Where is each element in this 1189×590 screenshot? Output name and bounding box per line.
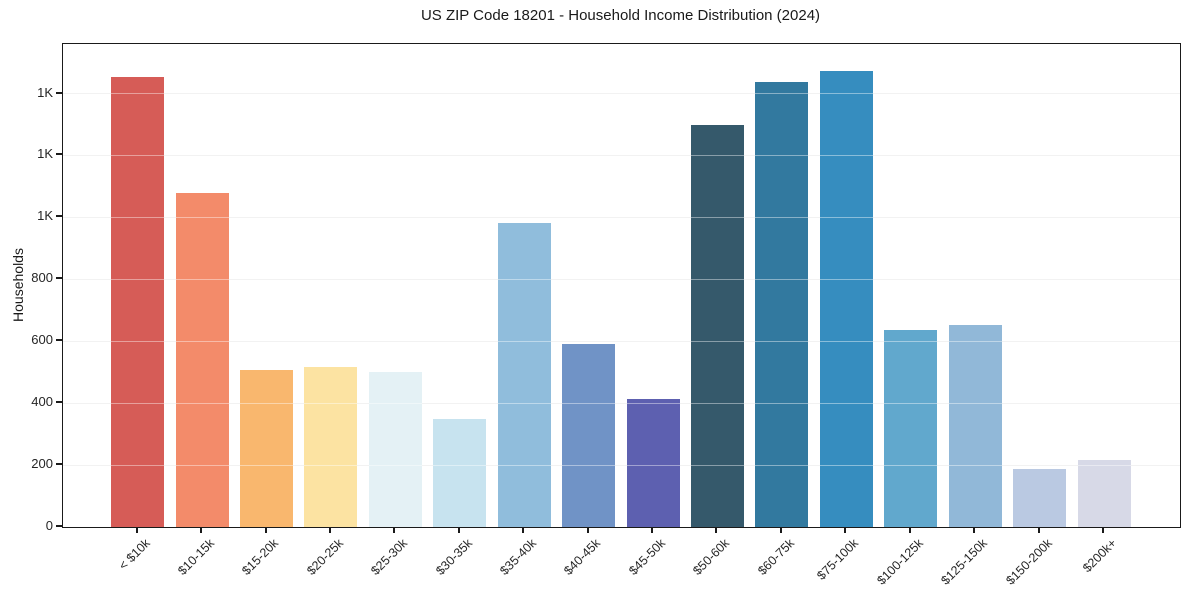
- gridline: [63, 402, 1180, 404]
- y-axis-title: Households: [10, 248, 26, 322]
- bar: [690, 124, 744, 527]
- y-tick: [56, 91, 62, 94]
- bar: [948, 324, 1002, 527]
- x-tick: [1102, 527, 1104, 533]
- x-tick: [715, 527, 718, 533]
- gridline: [63, 154, 1180, 156]
- x-tick-label: $35-40k: [497, 536, 540, 578]
- x-tick: [393, 527, 396, 533]
- x-tick: [200, 527, 203, 533]
- bar: [111, 76, 165, 527]
- y-tick-label: 0: [45, 518, 53, 533]
- x-tick: [651, 527, 654, 533]
- gridline: [63, 93, 1180, 95]
- y-tick-label: 1K: [37, 146, 53, 162]
- bar: [755, 81, 809, 527]
- x-tick-label: $125-150k: [938, 536, 991, 588]
- y-tick: [56, 339, 62, 342]
- x-tick: [522, 527, 525, 533]
- gridline-overlay: [63, 216, 1180, 218]
- x-tick-label: $60-75k: [754, 536, 797, 578]
- gridline-overlay: [63, 278, 1180, 280]
- bar: [1077, 459, 1131, 527]
- gridline: [63, 216, 1180, 218]
- x-tick: [264, 527, 267, 533]
- x-tick: [973, 527, 976, 533]
- bar: [626, 398, 680, 527]
- bar: [433, 419, 487, 527]
- x-tick-label: $75-100k: [814, 536, 862, 583]
- y-tick-label: 1K: [37, 208, 53, 224]
- y-tick-label: 400: [31, 394, 53, 410]
- x-tick-label: $150-200k: [1002, 536, 1055, 588]
- x-tick-label: $15-20k: [239, 536, 282, 578]
- x-tick-label: $20-25k: [304, 536, 346, 578]
- y-tick-label: 800: [31, 270, 53, 286]
- bar: [562, 344, 616, 527]
- bar: [497, 222, 551, 527]
- gridline-overlay: [63, 464, 1180, 466]
- gridline-overlay: [63, 154, 1180, 156]
- bar: [240, 369, 294, 527]
- x-tick: [328, 527, 331, 533]
- x-tick: [586, 527, 589, 533]
- x-tick-label: $200k+: [1079, 536, 1119, 576]
- chart-title: US ZIP Code 18201 - Household Income Dis…: [420, 7, 821, 24]
- x-tick: [1037, 527, 1040, 533]
- bar: [368, 372, 422, 527]
- y-tick-label: 200: [31, 456, 53, 472]
- x-tick: [844, 527, 847, 533]
- x-tick: [779, 527, 782, 533]
- bar: [884, 330, 938, 527]
- x-tick-label: $100-125k: [873, 536, 926, 588]
- x-tick-label: $25-30k: [368, 536, 411, 578]
- x-tick-label: < $10k: [115, 536, 153, 573]
- x-tick: [908, 527, 911, 533]
- y-tick: [56, 463, 62, 466]
- y-tick: [56, 525, 62, 527]
- bar: [175, 193, 229, 527]
- x-tick-label: $30-35k: [432, 536, 475, 578]
- plot-area: [62, 43, 1181, 528]
- gridline-overlay: [63, 340, 1180, 342]
- gridline: [63, 340, 1180, 342]
- y-tick-label: 600: [31, 332, 53, 348]
- x-tick: [135, 527, 138, 533]
- x-tick-label: $10-15k: [175, 536, 218, 578]
- x-tick: [457, 527, 460, 533]
- gridline-overlay: [63, 402, 1180, 404]
- x-tick-label: $40-45k: [561, 536, 604, 578]
- y-tick: [56, 153, 62, 156]
- bar: [819, 71, 873, 527]
- y-tick-label: 1K: [37, 84, 53, 100]
- gridline: [63, 278, 1180, 280]
- y-tick: [56, 277, 62, 280]
- gridline-overlay: [63, 93, 1180, 95]
- bar: [304, 367, 358, 527]
- gridline: [63, 464, 1180, 466]
- x-tick-label: $50-60k: [690, 536, 733, 578]
- bar: [1013, 469, 1067, 527]
- y-tick: [56, 401, 62, 404]
- x-tick-label: $45-50k: [626, 536, 668, 578]
- y-tick: [56, 215, 62, 218]
